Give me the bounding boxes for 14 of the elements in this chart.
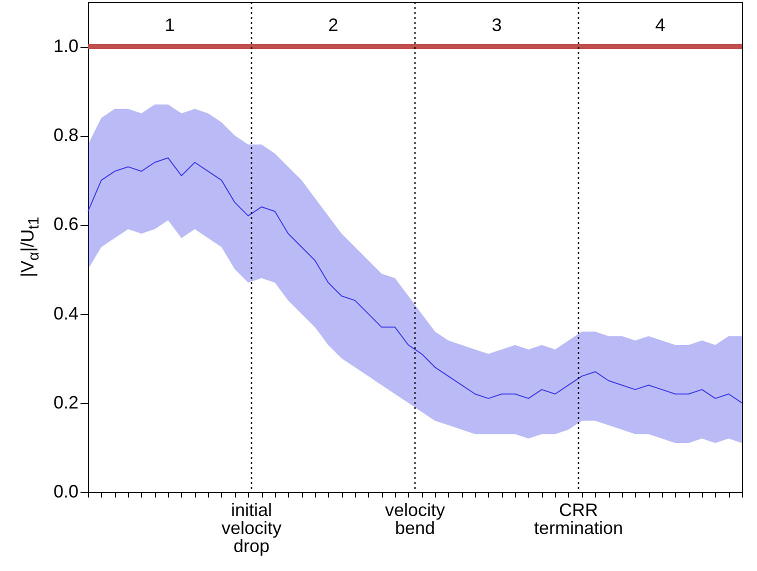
y-tick-label: 0.0 [53,482,78,502]
y-tick-label: 1.0 [53,36,78,56]
annotation: 4 [655,15,666,35]
annotation: 2 [328,15,338,35]
y-tick-label: 0.6 [53,214,78,234]
line-series [88,157,742,404]
annotation: 1 [164,15,175,35]
text: velocity bend [384,500,446,538]
y-tick-label: 0.2 [53,392,78,412]
y-tick-label: 0.8 [53,125,78,146]
text: initial velocity drop [221,500,282,556]
text: CRR termination [534,500,624,538]
y-tick-label: 0.4 [53,303,78,324]
annotation: 3 [492,15,502,35]
